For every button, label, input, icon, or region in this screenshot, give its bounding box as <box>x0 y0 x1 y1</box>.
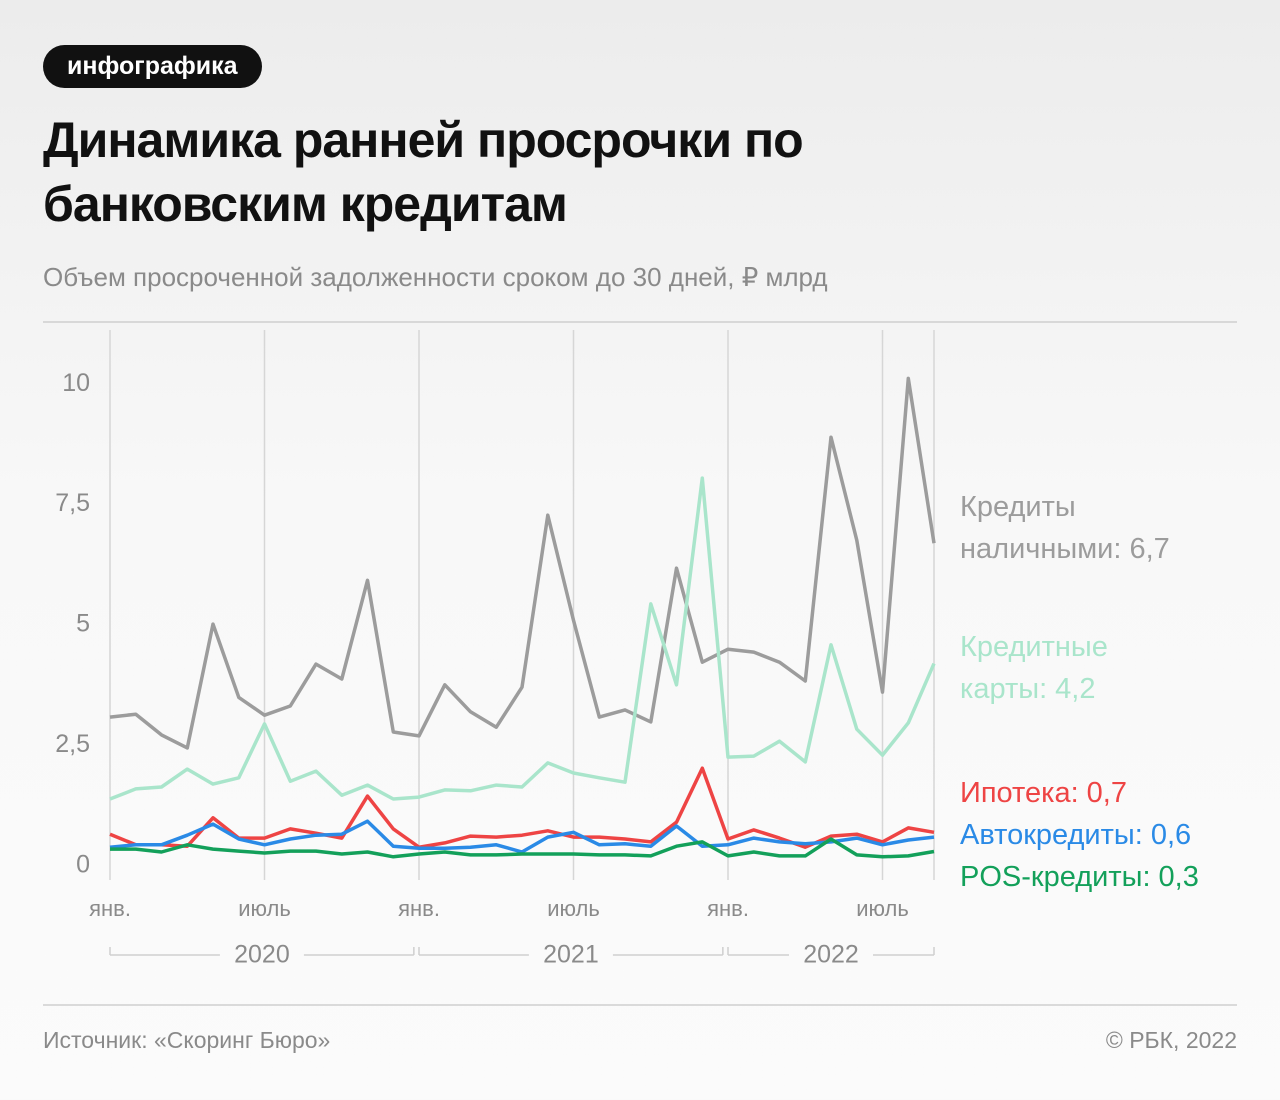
x-tick-label: июль <box>856 896 909 921</box>
year-gap <box>528 942 613 968</box>
x-tick-label: янв. <box>89 896 131 921</box>
value-label: 6,7 <box>1129 533 1170 565</box>
x-tick-label: июль <box>238 896 291 921</box>
value-label: 0,7 <box>1086 777 1127 809</box>
year-bracket: 2020 <box>109 941 415 969</box>
year-gap <box>219 942 304 968</box>
y-tick-label: 5 <box>76 610 90 638</box>
y-tick-label: 2,5 <box>55 730 90 758</box>
legend-entry: Кредиты наличными: 6,7 <box>960 486 1220 570</box>
year-bracket: 2021 <box>418 941 724 969</box>
x-tick-label: янв. <box>707 896 749 921</box>
series-line <box>109 819 935 854</box>
legend-entry: Кредитные карты: 4,2 <box>960 626 1220 710</box>
series-line <box>110 837 935 859</box>
series-line <box>109 476 936 801</box>
y-tick-label: 7,5 <box>55 489 90 517</box>
legend-name: Ипотека: <box>960 777 1079 809</box>
year-gap <box>789 942 873 968</box>
chart-title: Динамика ранней просрочки по банковским … <box>43 112 804 232</box>
tag: инфографика <box>43 45 262 88</box>
value-label: 4,2 <box>1055 673 1096 705</box>
y-tick-label: 0 <box>76 851 90 879</box>
legend-entry: Ипотека: 0,7 <box>960 772 1280 814</box>
legend-name: POS-кредиты: <box>960 861 1151 893</box>
legend-entry: Автокредиты: 0,6 <box>960 814 1280 856</box>
source: Источник: «Скоринг Бюро» <box>43 1027 331 1053</box>
legend-name: Автокредиты: <box>960 819 1143 851</box>
year-label: 2020 <box>234 941 290 969</box>
year-bracket: 2022 <box>727 941 935 969</box>
y-tick-label: 10 <box>62 369 90 397</box>
legend-name: Кредитные карты: <box>960 631 1108 705</box>
series-line <box>109 376 936 750</box>
legend-entry: POS-кредиты: 0,3 <box>960 856 1280 898</box>
x-tick-label: июль <box>547 896 600 921</box>
value-label: 0,3 <box>1158 861 1199 893</box>
value-label: 0,6 <box>1150 819 1192 851</box>
chart-subtitle: Объем просроченной задолженности сроком … <box>43 262 828 292</box>
copyright: © РБК, 2022 <box>1105 1027 1237 1053</box>
x-tick-label: янв. <box>398 896 440 921</box>
year-label: 2021 <box>543 941 599 969</box>
legend-name: Кредиты наличными: <box>960 491 1122 565</box>
year-label: 2022 <box>803 941 859 969</box>
